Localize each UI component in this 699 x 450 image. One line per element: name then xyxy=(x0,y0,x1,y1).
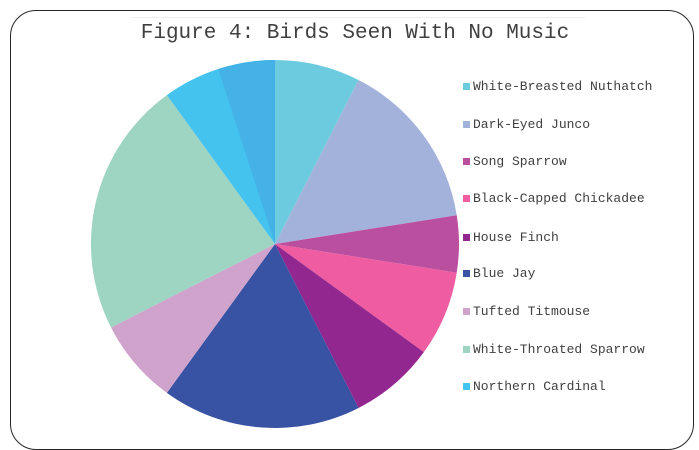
legend-item-tufted-titmouse: Tufted Titmouse xyxy=(463,304,653,319)
legend-swatch xyxy=(463,83,470,90)
pie-slice-tufted-titmouse xyxy=(111,244,275,393)
legend-label: Tufted Titmouse xyxy=(473,304,591,319)
legend-label: Song Sparrow xyxy=(473,154,567,169)
legend-label: Dark-Eyed Junco xyxy=(473,117,591,132)
pie-slice-white-breasted-nuthatch xyxy=(275,60,359,244)
pie-slice-dark-eyed-junco xyxy=(275,80,457,244)
title-underline xyxy=(130,17,585,18)
legend-label: White-Throated Sparrow xyxy=(473,342,645,357)
pie-slice-house-finch xyxy=(275,244,424,408)
chart-title: Figure 4: Birds Seen With No Music xyxy=(140,22,570,45)
legend-item-white-breasted-nuthatch: White-Breasted Nuthatch xyxy=(463,79,653,94)
pie-chart xyxy=(90,60,459,429)
pie-slice-blue-jay xyxy=(166,244,359,429)
legend-item-white-throated-sparrow: White-Throated Sparrow xyxy=(463,342,653,357)
legend-swatch xyxy=(463,308,470,315)
legend-item-northern-cardinal: Northern Cardinal xyxy=(463,379,653,394)
legend-item-dark-eyed-junco: Dark-Eyed Junco xyxy=(463,117,653,132)
legend-item-blue-jay: Blue Jay xyxy=(463,266,653,281)
legend-label: White-Breasted Nuthatch xyxy=(473,79,653,94)
legend-swatch xyxy=(463,346,470,353)
legend-swatch xyxy=(463,121,470,128)
legend-item-house-finch: House Finch xyxy=(463,230,653,245)
legend-label: Northern Cardinal xyxy=(473,379,606,394)
pie-slice-song-sparrow xyxy=(275,215,459,273)
legend-label: Black-Capped Chickadee xyxy=(473,191,645,206)
legend-swatch xyxy=(463,158,470,165)
legend-swatch xyxy=(463,234,470,241)
legend-label: Blue Jay xyxy=(473,266,536,281)
legend-label: House Finch xyxy=(473,230,559,245)
legend-swatch xyxy=(463,383,470,390)
legend-swatch xyxy=(463,195,470,202)
pie-slice-black-capped-chickadee xyxy=(275,244,457,353)
pie-slice-white-throated-sparrow xyxy=(90,95,275,328)
legend-item-song-sparrow: Song Sparrow xyxy=(463,154,653,169)
pie-slice-northern-cardinal-shade xyxy=(218,60,275,244)
legend-item-black-capped-chickadee: Black-Capped Chickadee xyxy=(463,191,653,206)
legend-swatch xyxy=(463,270,470,277)
